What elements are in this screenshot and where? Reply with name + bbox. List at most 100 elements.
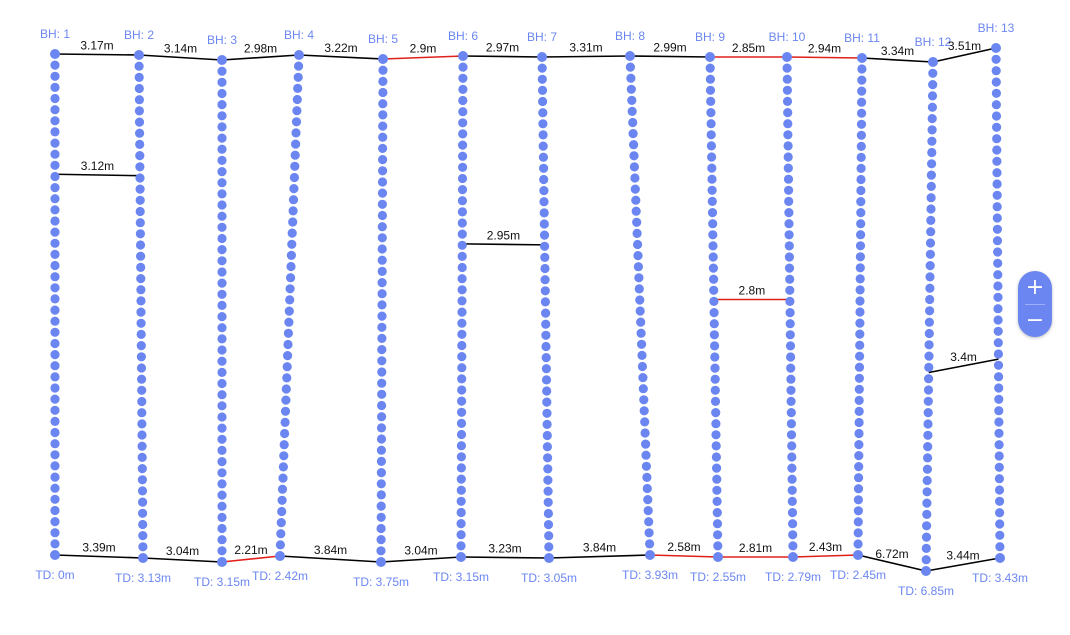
borehole-node[interactable] bbox=[782, 63, 792, 73]
borehole-node[interactable] bbox=[377, 367, 387, 377]
borehole-node[interactable] bbox=[711, 452, 722, 462]
borehole-node[interactable] bbox=[994, 474, 1005, 484]
borehole-node[interactable] bbox=[50, 539, 60, 549]
borehole-node[interactable] bbox=[784, 252, 795, 262]
borehole-node[interactable] bbox=[787, 452, 797, 462]
borehole-node[interactable] bbox=[923, 430, 933, 440]
borehole-node[interactable] bbox=[377, 199, 387, 209]
borehole-node[interactable] bbox=[135, 173, 145, 183]
borehole-node[interactable] bbox=[921, 532, 932, 542]
borehole-node[interactable] bbox=[923, 442, 933, 452]
borehole-node[interactable] bbox=[631, 195, 641, 205]
borehole-node[interactable] bbox=[540, 263, 550, 274]
borehole-node[interactable] bbox=[995, 530, 1005, 540]
borehole-node[interactable] bbox=[457, 285, 467, 295]
borehole-node[interactable] bbox=[217, 378, 227, 389]
borehole-node[interactable] bbox=[706, 96, 716, 106]
borehole-node[interactable] bbox=[376, 501, 386, 511]
borehole-node[interactable] bbox=[785, 330, 795, 340]
borehole-node[interactable] bbox=[856, 174, 866, 185]
borehole-node[interactable] bbox=[543, 497, 553, 507]
borehole-node[interactable] bbox=[544, 542, 554, 552]
borehole-node[interactable] bbox=[537, 63, 547, 73]
borehole-node[interactable] bbox=[782, 52, 792, 62]
borehole-node[interactable] bbox=[137, 374, 147, 384]
borehole-node[interactable] bbox=[711, 430, 721, 440]
borehole-node[interactable] bbox=[854, 406, 864, 416]
borehole-node[interactable] bbox=[377, 177, 388, 187]
borehole-node[interactable] bbox=[217, 390, 227, 400]
borehole-node[interactable] bbox=[136, 274, 146, 284]
borehole-node[interactable] bbox=[50, 160, 60, 170]
borehole-node[interactable] bbox=[217, 345, 227, 355]
borehole-node[interactable] bbox=[458, 151, 468, 161]
borehole-node[interactable] bbox=[377, 378, 387, 388]
borehole-node[interactable] bbox=[784, 185, 794, 195]
borehole-node[interactable] bbox=[50, 528, 60, 538]
borehole-node[interactable] bbox=[786, 385, 796, 395]
borehole-node[interactable] bbox=[377, 356, 387, 366]
borehole-node[interactable] bbox=[134, 61, 144, 71]
borehole-node[interactable] bbox=[217, 233, 227, 244]
borehole-node[interactable] bbox=[135, 206, 145, 217]
borehole-node[interactable] bbox=[782, 74, 792, 84]
borehole-node[interactable] bbox=[543, 464, 553, 474]
borehole-node[interactable] bbox=[707, 208, 718, 218]
borehole-node[interactable] bbox=[783, 152, 793, 162]
borehole-node[interactable] bbox=[50, 249, 60, 259]
borehole-node[interactable] bbox=[639, 395, 649, 405]
borehole-node[interactable] bbox=[135, 218, 145, 228]
borehole-node[interactable] bbox=[787, 474, 797, 484]
borehole-node[interactable] bbox=[993, 326, 1003, 336]
borehole-node[interactable] bbox=[50, 127, 60, 137]
borehole-node[interactable] bbox=[457, 374, 467, 384]
borehole-node[interactable] bbox=[217, 490, 227, 500]
borehole-node[interactable] bbox=[378, 54, 388, 64]
borehole-node[interactable] bbox=[541, 353, 551, 363]
borehole-node[interactable] bbox=[376, 546, 386, 556]
borehole-node[interactable] bbox=[376, 512, 386, 522]
borehole-node[interactable] bbox=[634, 273, 644, 283]
borehole-node[interactable] bbox=[138, 531, 148, 541]
borehole-node[interactable] bbox=[857, 97, 867, 107]
borehole-node[interactable] bbox=[636, 328, 646, 338]
borehole-node[interactable] bbox=[853, 517, 863, 527]
borehole-node[interactable] bbox=[542, 442, 553, 452]
borehole-node[interactable] bbox=[707, 163, 717, 173]
borehole-node[interactable] bbox=[708, 252, 718, 262]
borehole-node[interactable] bbox=[217, 111, 227, 121]
borehole-node[interactable] bbox=[542, 386, 552, 396]
borehole-node[interactable] bbox=[457, 196, 467, 206]
borehole-node[interactable] bbox=[856, 152, 866, 162]
borehole-node[interactable] bbox=[993, 360, 1004, 370]
borehole-node[interactable] bbox=[279, 451, 289, 461]
borehole-node[interactable] bbox=[538, 152, 549, 162]
borehole-node[interactable] bbox=[135, 162, 145, 172]
borehole-node[interactable] bbox=[378, 65, 388, 75]
borehole-node[interactable] bbox=[542, 419, 552, 429]
borehole-node[interactable] bbox=[644, 528, 654, 538]
borehole-node[interactable] bbox=[217, 412, 227, 422]
borehole-node[interactable] bbox=[50, 49, 60, 59]
borehole-node[interactable] bbox=[457, 385, 467, 395]
borehole-node[interactable] bbox=[854, 473, 864, 483]
borehole-node[interactable] bbox=[378, 110, 388, 120]
borehole-node[interactable] bbox=[50, 116, 60, 126]
borehole-node[interactable] bbox=[138, 508, 148, 518]
borehole-node[interactable] bbox=[137, 430, 147, 440]
borehole-node[interactable] bbox=[785, 308, 795, 318]
zoom-out-button[interactable]: − bbox=[1025, 308, 1045, 333]
borehole-node[interactable] bbox=[638, 384, 648, 394]
borehole-node[interactable] bbox=[217, 468, 227, 478]
borehole-node[interactable] bbox=[456, 418, 467, 428]
borehole-node[interactable] bbox=[377, 233, 387, 243]
borehole-node[interactable] bbox=[924, 351, 934, 361]
borehole-node[interactable] bbox=[376, 434, 387, 444]
borehole-node[interactable] bbox=[378, 132, 388, 142]
borehole-node[interactable] bbox=[782, 96, 793, 106]
borehole-node[interactable] bbox=[50, 316, 60, 326]
borehole-node[interactable] bbox=[457, 407, 467, 417]
borehole-node[interactable] bbox=[377, 255, 387, 265]
borehole-node[interactable] bbox=[857, 53, 867, 63]
borehole-node[interactable] bbox=[643, 495, 653, 505]
